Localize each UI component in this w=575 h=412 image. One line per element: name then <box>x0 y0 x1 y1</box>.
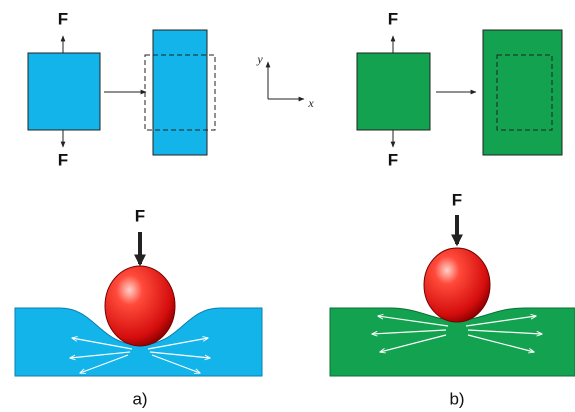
expanded-block <box>482 29 563 156</box>
original-outline <box>496 54 553 131</box>
strain-arrows <box>70 338 210 373</box>
stretched-block <box>152 29 208 156</box>
force-label: F <box>58 9 68 28</box>
arrow <box>467 329 542 334</box>
axes <box>265 61 305 102</box>
panel-a-top <box>27 29 216 156</box>
arrow <box>378 316 449 327</box>
force-label: F <box>388 150 398 169</box>
caption: a) <box>132 389 147 408</box>
arrow <box>70 351 131 358</box>
arrow <box>149 351 210 358</box>
ball <box>104 265 176 347</box>
panel-b-top <box>356 29 563 156</box>
caption: b) <box>449 389 464 408</box>
force-label: F <box>388 9 398 28</box>
arrow <box>380 334 447 352</box>
ball <box>423 247 491 323</box>
force-label: F <box>452 190 462 209</box>
original-outline <box>144 54 216 131</box>
force-label: F <box>58 150 68 169</box>
panel-a-indent <box>14 232 263 377</box>
block <box>356 52 431 131</box>
arrow <box>465 316 536 327</box>
panel-b-indent <box>329 215 575 377</box>
arrow <box>467 334 534 352</box>
x-axis-label: x <box>307 96 314 110</box>
arrow <box>151 354 200 373</box>
arrow <box>80 354 129 373</box>
arrow <box>147 338 208 350</box>
force-label: F <box>135 206 145 225</box>
strain-arrows <box>372 316 542 352</box>
arrow <box>372 329 447 334</box>
block <box>27 52 101 131</box>
y-axis-label: y <box>256 52 263 66</box>
arrow <box>72 338 133 350</box>
